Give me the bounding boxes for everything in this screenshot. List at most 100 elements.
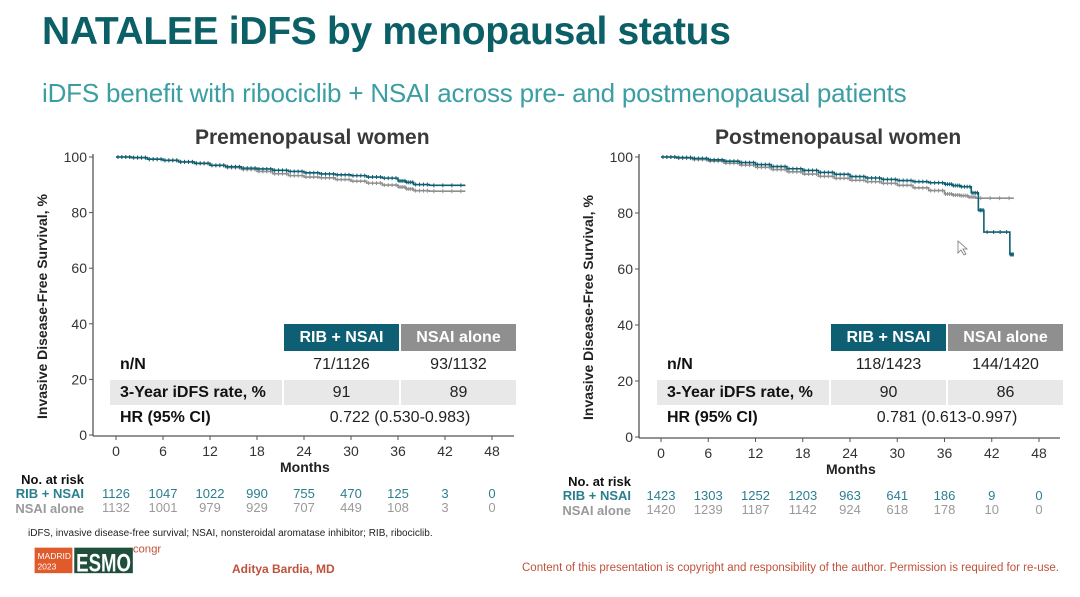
x-tick-label-36: 36 — [390, 443, 406, 459]
chart-title-premenopausal: Premenopausal women — [195, 126, 430, 149]
presenter-name: Aditya Bardia, MD — [232, 562, 335, 576]
at-risk-label-rib: RIB + NSAI — [562, 488, 631, 503]
at-risk-value: 1423 — [646, 488, 676, 503]
x-tick-label-24: 24 — [296, 443, 312, 459]
y-tick-label-20: 20 — [617, 373, 633, 389]
at-risk-value: 979 — [199, 500, 221, 515]
table-cell-hr: 0.722 (0.530-0.983) — [329, 408, 471, 426]
at-risk-label-nsai: NSAI alone — [15, 501, 84, 516]
table-header-rib-postmenopausal: RIB + NSAI — [831, 324, 946, 351]
at-risk-value: 0 — [1035, 502, 1043, 517]
x-tick-label-12: 12 — [748, 445, 764, 461]
at-risk-value: 1001 — [148, 500, 178, 515]
at-risk-value: 618 — [886, 502, 909, 517]
at-risk-label-nsai: NSAI alone — [562, 503, 631, 518]
table-label-hr: HR (95% CI) — [120, 408, 211, 426]
at-risk-value: 1126 — [102, 486, 130, 501]
y-tick-label-40: 40 — [617, 317, 633, 333]
x-tick-label-0: 0 — [657, 445, 665, 461]
at-risk-value: 1252 — [741, 488, 770, 503]
footnote: iDFS, invasive disease-free survival; NS… — [28, 528, 433, 539]
table-row-shade — [110, 380, 282, 405]
logo-suffix: congress — [133, 543, 161, 555]
y-tick-label-80: 80 — [71, 205, 87, 221]
at-risk-value: 108 — [387, 500, 409, 515]
table-label-nn: n/N — [667, 355, 693, 373]
x-tick-label-6: 6 — [704, 445, 712, 461]
x-tick-label-6: 6 — [159, 443, 167, 459]
at-risk-value: 963 — [839, 488, 861, 503]
at-risk-value: 186 — [933, 488, 956, 503]
at-risk-value: 1132 — [102, 500, 130, 515]
x-tick-label-42: 42 — [437, 443, 453, 459]
at-risk-value: 1420 — [646, 502, 676, 517]
logo-esmo-box — [74, 547, 133, 574]
table-header-nsai-postmenopausal: NSAI alone — [948, 324, 1063, 351]
x-tick-label-30: 30 — [343, 443, 359, 459]
at-risk-value: 990 — [246, 486, 268, 501]
at-risk-value: 755 — [293, 486, 315, 501]
km-curve-nsai-alone — [661, 156, 1014, 199]
table-header-rib-premenopausal: RIB + NSAI — [284, 324, 399, 351]
table-cell-nn-nsai: 93/1132 — [430, 355, 487, 373]
at-risk-value: 1303 — [693, 488, 723, 503]
x-tick-label-36: 36 — [937, 445, 953, 461]
x-tick-label-42: 42 — [984, 445, 1000, 461]
table-label-nn: n/N — [120, 355, 146, 373]
table-row-shade — [401, 380, 516, 405]
table-header-nsai-premenopausal: NSAI alone — [401, 324, 516, 351]
at-risk-value: 924 — [839, 502, 861, 517]
logo-year: 2023 — [37, 561, 56, 571]
table-cell-nn-rib: 118/1423 — [855, 355, 922, 373]
at-risk-value: 1187 — [741, 502, 770, 517]
chart-title-postmenopausal: Postmenopausal women — [715, 126, 962, 149]
at-risk-value: 470 — [340, 486, 362, 501]
logo-city: MADRID — [37, 551, 71, 561]
table-cell-3yr-nsai: 86 — [996, 383, 1015, 401]
table-row-shade — [284, 380, 399, 405]
x-tick-label-18: 18 — [249, 443, 265, 459]
at-risk-value: 1022 — [195, 486, 225, 501]
table-cell-nn-rib: 71/1126 — [313, 355, 370, 373]
table-row-shade — [657, 380, 829, 405]
x-tick-label-0: 0 — [112, 443, 120, 459]
y-tick-label-0: 0 — [625, 429, 633, 445]
y-tick-label-60: 60 — [617, 261, 633, 277]
km-curve-rib-nsai — [116, 156, 466, 187]
km-curve-rib-nsai — [661, 156, 1014, 256]
table-cell-hr: 0.781 (0.613-0.997) — [876, 408, 1018, 426]
table-cell-nn-nsai: 144/1420 — [972, 355, 1039, 373]
at-risk-value: 3 — [441, 486, 449, 501]
y-tick-label-80: 80 — [617, 205, 633, 221]
at-risk-value: 0 — [1035, 488, 1043, 503]
y-tick-label-40: 40 — [71, 316, 87, 332]
y-tick-label-60: 60 — [71, 260, 87, 276]
table-cell-3yr-rib: 91 — [332, 383, 351, 401]
at-risk-value: 10 — [984, 502, 999, 517]
table-row-shade — [831, 380, 946, 405]
table-row-shade — [948, 380, 1063, 405]
at-risk-value: 1239 — [693, 502, 723, 517]
logo-madrid-box — [34, 547, 73, 574]
at-risk-value: 707 — [293, 500, 315, 515]
x-axis-label-postmenopausal: Months — [826, 461, 876, 477]
table-cell-3yr-rib: 90 — [879, 383, 898, 401]
y-tick-label-20: 20 — [71, 371, 87, 387]
logo-brand: ESMO — [76, 550, 131, 576]
slide-title: NATALEE iDFS by menopausal status — [42, 10, 731, 53]
x-tick-label-24: 24 — [842, 445, 858, 461]
x-tick-label-18: 18 — [795, 445, 811, 461]
table-cell-3yr-nsai: 89 — [449, 383, 468, 401]
table-label-3yr: 3-Year iDFS rate, % — [120, 383, 266, 401]
slide-subtitle: iDFS benefit with ribociclib + NSAI acro… — [42, 78, 907, 108]
at-risk-value: 641 — [886, 488, 909, 503]
x-tick-label-48: 48 — [484, 443, 500, 459]
at-risk-value: 0 — [488, 486, 496, 501]
at-risk-value: 9 — [988, 488, 996, 503]
table-label-hr: HR (95% CI) — [667, 408, 758, 426]
y-tick-label-0: 0 — [79, 427, 87, 443]
x-axis-label-premenopausal: Months — [280, 459, 330, 475]
at-risk-heading: No. at risk — [21, 472, 84, 487]
y-tick-label-100: 100 — [610, 149, 634, 165]
esmo-congress-logo: MADRID 2023 ESMO congress — [34, 543, 161, 576]
